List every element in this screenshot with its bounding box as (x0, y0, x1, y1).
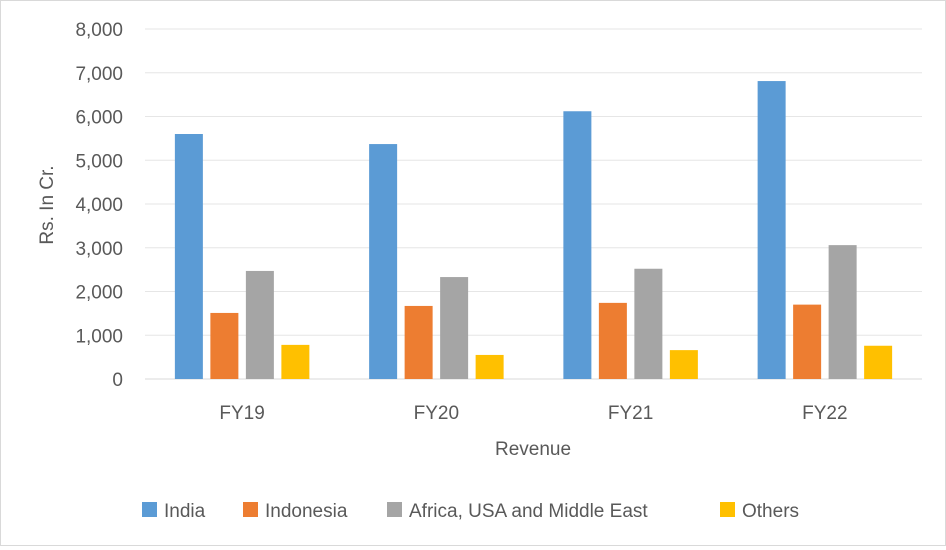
y-axis-label: Rs. In Cr. (37, 165, 58, 244)
legend-swatch (387, 502, 402, 517)
bar-india-fy22 (757, 81, 786, 379)
y-tick-label: 1,000 (75, 326, 123, 347)
bar-africa-usa-and-middle-east-fy20 (440, 277, 469, 379)
x-tick-label: FY19 (219, 403, 264, 424)
bar-india-fy19 (174, 134, 203, 379)
y-tick-label: 3,000 (75, 239, 123, 260)
bar-indonesia-fy20 (404, 305, 433, 379)
legend-label: Indonesia (265, 501, 348, 522)
gridlines (145, 28, 922, 380)
legend-label: India (164, 501, 206, 522)
bar-others-fy22 (864, 345, 893, 379)
legend-item: Others (720, 501, 799, 522)
legend-label: Others (742, 501, 799, 522)
legend-item: Indonesia (243, 501, 348, 522)
bar-indonesia-fy22 (793, 304, 822, 379)
legend-swatch (720, 502, 735, 517)
y-tick-labels: 0 1,000 2,000 3,000 4,000 5,000 6,000 7,000 8,00… (75, 20, 123, 391)
bars (174, 81, 893, 379)
x-tick-label: FY22 (802, 403, 847, 424)
y-tick-label: 8,000 (75, 20, 123, 41)
y-tick-label: 4,000 (75, 195, 123, 216)
legend-swatch (142, 502, 157, 517)
y-tick-label: 7,000 (75, 64, 123, 85)
x-axis-label: Revenue (495, 439, 571, 460)
y-tick-label: 2,000 (75, 283, 123, 304)
x-tick-label: FY20 (414, 403, 459, 424)
bar-others-fy20 (475, 354, 504, 379)
bar-africa-usa-and-middle-east-fy19 (245, 270, 274, 379)
y-tick-label: 5,000 (75, 151, 123, 172)
legend-label: Africa, USA and Middle East (409, 501, 648, 522)
legend-item: India (142, 501, 206, 522)
bar-others-fy21 (669, 350, 698, 379)
bar-indonesia-fy21 (598, 302, 627, 379)
bar-africa-usa-and-middle-east-fy22 (828, 245, 857, 379)
y-tick-label: 6,000 (75, 108, 123, 129)
bar-india-fy21 (563, 111, 592, 379)
bar-africa-usa-and-middle-east-fy21 (634, 268, 663, 379)
x-tick-label: FY21 (608, 403, 653, 424)
legend-item: Africa, USA and Middle East (387, 501, 648, 522)
legend-swatch (243, 502, 258, 517)
bar-india-fy20 (369, 144, 398, 379)
bar-indonesia-fy19 (210, 312, 239, 379)
legend: India Indonesia Africa, USA and Middle Eas… (142, 501, 799, 522)
x-tick-labels: FY19 FY20 FY21 FY22 (219, 403, 847, 424)
y-tick-label: 0 (112, 370, 123, 391)
bar-others-fy19 (281, 344, 310, 379)
